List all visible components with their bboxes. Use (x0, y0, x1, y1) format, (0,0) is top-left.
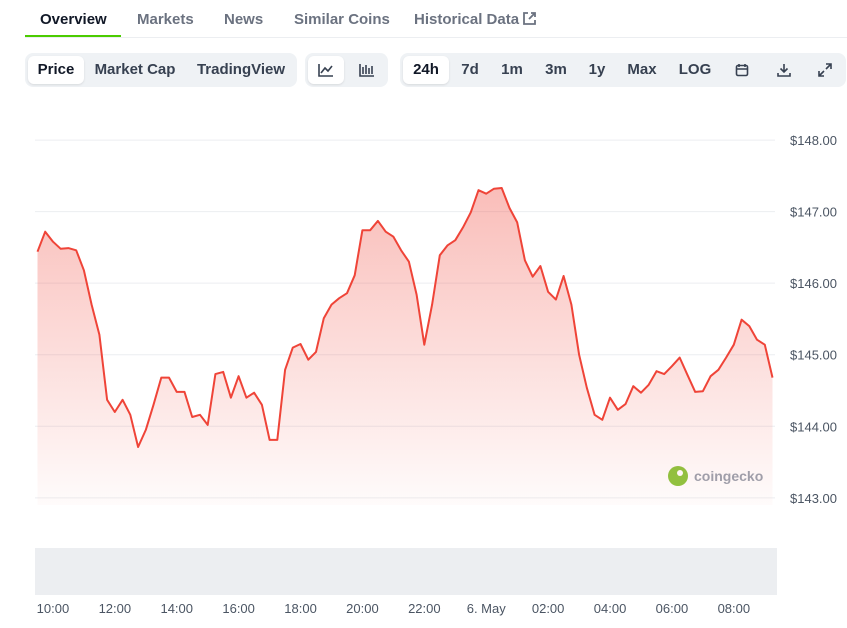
y-tick-label: $145.00 (790, 348, 837, 363)
tab[interactable]: News (224, 11, 264, 28)
active-tab-indicator (25, 35, 121, 37)
button[interactable]: 1y (588, 61, 606, 78)
price-line (36, 187, 774, 448)
tab[interactable]: Overview (40, 11, 107, 28)
tab[interactable]: Similar Coins (294, 11, 390, 28)
x-tick-label: 10:00 (37, 601, 70, 616)
button[interactable]: 3m (545, 61, 567, 78)
x-tick-label: 6. May (467, 601, 507, 616)
y-tick-label: $146.00 (790, 276, 837, 291)
button[interactable]: 24h (403, 56, 449, 84)
download-button[interactable] (768, 56, 800, 84)
button[interactable]: Price (28, 56, 84, 84)
x-tick-label: 02:00 (532, 601, 565, 616)
x-tick-label: 14:00 (160, 601, 193, 616)
candle-chart-button[interactable] (349, 56, 385, 84)
y-tick-label: $147.00 (790, 205, 837, 220)
y-tick-label: $144.00 (790, 419, 837, 434)
x-tick-label: 06:00 (656, 601, 689, 616)
y-tick-label: $143.00 (790, 491, 837, 506)
x-tick-label: 18:00 (284, 601, 317, 616)
button[interactable]: LOG (678, 61, 712, 78)
tab[interactable]: Markets (137, 11, 194, 28)
volume-band (35, 548, 777, 595)
calendar-button[interactable] (726, 56, 758, 84)
fullscreen-button[interactable] (809, 56, 841, 84)
button[interactable]: Max (627, 61, 657, 78)
x-tick-label: 16:00 (222, 601, 255, 616)
watermark-text: coingecko (694, 468, 763, 484)
x-tick-label: 04:00 (594, 601, 627, 616)
button[interactable]: TradingView (196, 61, 286, 78)
button[interactable]: 1m (501, 61, 523, 78)
y-tick-label: $148.00 (790, 133, 837, 148)
x-tick-label: 08:00 (718, 601, 751, 616)
external-link-icon (523, 12, 536, 25)
x-tick-label: 20:00 (346, 601, 379, 616)
x-tick-label: 22:00 (408, 601, 441, 616)
tab[interactable]: Historical Data (414, 11, 520, 28)
line-chart-button[interactable] (308, 56, 344, 84)
tab-bar: Overview Markets News Similar Coins Hist… (25, 0, 847, 38)
watermark: coingecko (668, 466, 763, 486)
view-toggle: Price Market Cap TradingView (25, 53, 297, 87)
price-area (37, 188, 773, 505)
button[interactable]: 7d (461, 61, 479, 78)
button[interactable]: Market Cap (94, 61, 176, 78)
x-tick-label: 12:00 (99, 601, 132, 616)
range-toggle: 24h 7d 1m 3m 1y Max LOG (400, 53, 846, 87)
chart-type-toggle (305, 53, 388, 87)
